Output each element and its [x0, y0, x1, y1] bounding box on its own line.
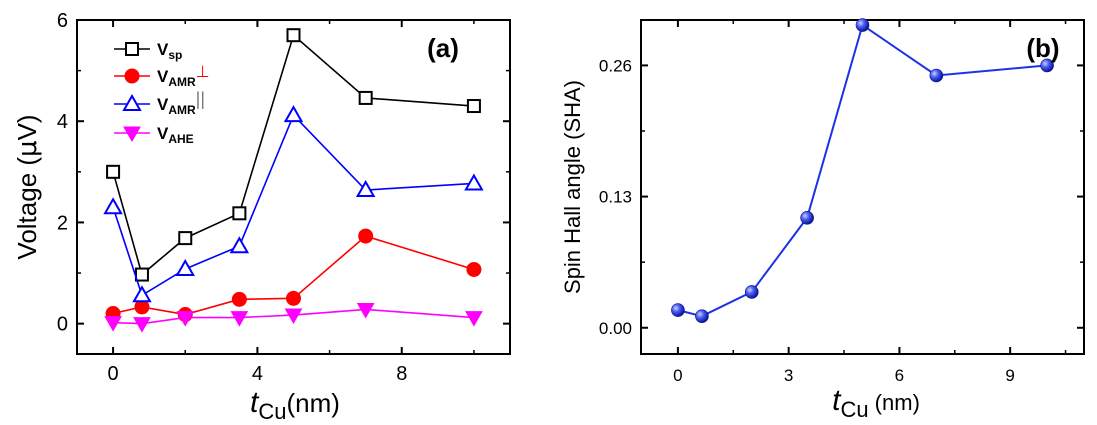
data-point — [104, 316, 122, 332]
panel-a-ticks: 0 4 8 0 2 4 6 — [57, 10, 510, 385]
series-sp — [106, 28, 481, 282]
legend-entry-vamr-perp: VAMR⊥ — [157, 64, 210, 89]
panel-a-label: (a) — [427, 33, 459, 63]
legend-entry-vamr-par: VAMR|| — [157, 89, 205, 117]
x-tick-label: 4 — [252, 363, 263, 385]
y-tick-label: 2 — [57, 212, 68, 234]
data-point — [103, 197, 123, 215]
legend-marker — [123, 126, 141, 143]
x-tick-label: 8 — [396, 363, 407, 385]
data-point — [229, 236, 250, 254]
data-point — [284, 308, 303, 325]
data-point — [800, 210, 814, 225]
data-point — [232, 206, 247, 221]
x-tick-label: 3 — [784, 366, 793, 385]
panel-b-x-axis-label: tCu (nm) — [832, 384, 920, 422]
data-point — [464, 173, 484, 191]
data-point — [231, 291, 247, 307]
series-line — [677, 23, 1048, 318]
y-tick-label: 0.26 — [599, 56, 632, 75]
legend-entry-vahe: VAHE — [157, 124, 194, 146]
x-tick-label: 6 — [895, 366, 904, 385]
data-point — [671, 303, 685, 317]
data-point — [134, 267, 149, 282]
data-point — [466, 261, 482, 277]
data-point — [106, 164, 121, 179]
data-point — [355, 180, 376, 198]
y-tick-label: 4 — [57, 111, 68, 133]
series-ahe — [104, 302, 483, 333]
data-point — [744, 285, 759, 299]
data-point — [466, 99, 481, 114]
panel-a-chart: 0 4 8 0 2 4 6 (a) Vsp VAMR⊥ VAMR|| VAHE Voltag… — [12, 10, 511, 424]
data-point — [929, 68, 944, 83]
data-point — [175, 258, 195, 276]
legend-marker — [124, 68, 140, 84]
panel-a-legend: Vsp VAMR⊥ VAMR|| VAHE — [114, 40, 210, 146]
legend-marker — [125, 42, 139, 56]
y-tick-label: 0.00 — [599, 319, 632, 338]
x-tick-label: 9 — [1005, 366, 1014, 385]
data-point — [132, 285, 152, 303]
panel-a-x-axis-label: tCu(nm) — [250, 386, 340, 424]
series-amr-1 — [105, 228, 482, 323]
panel-b-y-axis-label: Spin Hall angle (SHA) — [560, 80, 585, 294]
data-point — [855, 18, 870, 32]
panel-b-label: (b) — [1026, 33, 1059, 63]
panel-b-plot-frame — [640, 19, 1085, 355]
data-point — [283, 105, 304, 123]
panel-a-legend-markers — [114, 42, 150, 143]
data-point — [286, 28, 301, 43]
data-point — [230, 311, 249, 327]
panel-b-chart: 0 3 6 9 0.00 0.13 0.26 (b) Spin Hall angle (SH… — [560, 18, 1085, 422]
data-point — [356, 302, 375, 319]
series-amr-2 — [103, 105, 484, 303]
panel-b-series — [671, 18, 1054, 323]
y-tick-label: 6 — [57, 10, 68, 32]
data-point — [176, 311, 195, 327]
data-point — [695, 309, 709, 323]
data-point — [133, 317, 151, 333]
data-point — [286, 290, 301, 306]
panel-a-series — [103, 28, 484, 333]
data-point — [358, 90, 373, 105]
y-tick-label: 0.13 — [599, 188, 632, 207]
panel-b-ticks: 0 3 6 9 0.00 0.13 0.26 — [599, 20, 1084, 385]
panel-a-plot-frame — [76, 19, 511, 355]
series-sha — [671, 18, 1054, 323]
panel-a-y-axis-label: Voltage (μV) — [12, 114, 43, 259]
x-tick-label: 0 — [108, 363, 119, 385]
data-point — [358, 228, 374, 244]
legend-marker — [122, 93, 142, 111]
x-tick-label: 0 — [673, 366, 682, 385]
data-point — [465, 311, 483, 327]
data-point — [1040, 58, 1054, 73]
y-tick-label: 0 — [57, 314, 68, 336]
data-point — [178, 231, 193, 246]
legend-entry-vsp: Vsp — [157, 40, 182, 62]
